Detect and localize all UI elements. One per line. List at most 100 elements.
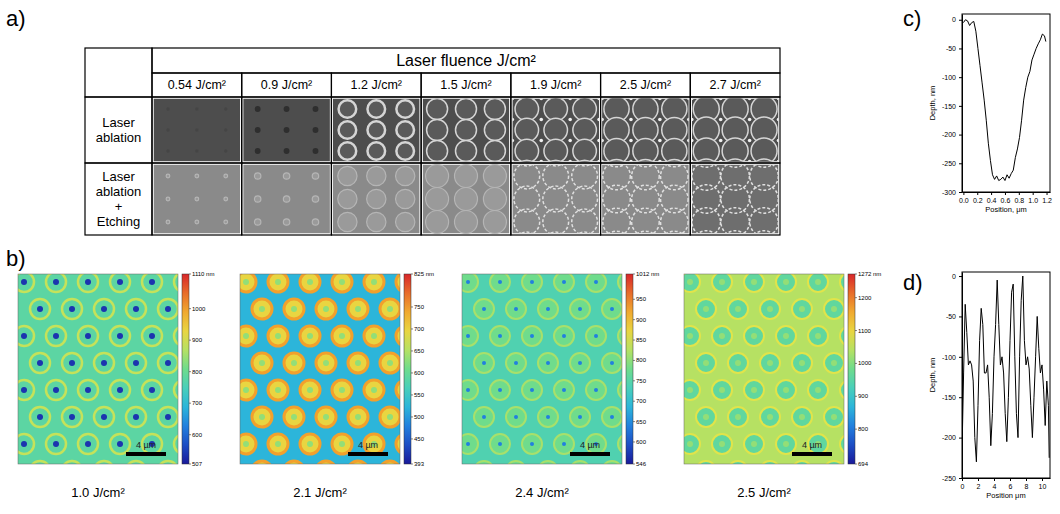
map-crater-center [387,306,393,312]
map-crater-center [85,387,91,393]
bright-spot [629,118,633,122]
y-tick: 0 [952,273,962,280]
map-crater-center [355,360,361,366]
map-crater [30,407,50,427]
crater [313,148,319,154]
crater [255,127,261,133]
map-crater-center [323,360,329,366]
micrograph [243,165,330,234]
crater [338,212,357,231]
crater [396,189,415,208]
colorbar-tick-label: 393 [414,461,425,467]
x-axis-line [963,192,1051,193]
map-crater-center [85,279,91,285]
map-crater [760,353,780,373]
micrograph [154,99,241,162]
bright-spot [687,160,689,162]
row-label-line: + [115,199,123,214]
colorbar-tick [633,401,635,402]
map-border [240,274,400,464]
crater [313,106,319,112]
bright-spot [777,160,779,162]
crater [166,220,170,224]
map-crater-center [498,280,502,284]
plot-area [963,20,1045,181]
map-crater-center [323,414,329,420]
image-cell [152,97,242,163]
map-crater-center [546,307,550,311]
crater [254,196,260,202]
crater [750,185,779,214]
map-crater-center [610,307,614,311]
x-tick: 6 [1009,478,1013,490]
image-cell [331,97,421,163]
bright-spot [719,139,723,143]
map-crater-center [117,333,123,339]
map-crater [490,274,510,292]
crater [224,107,227,110]
y-tick-label: -300 [942,189,956,196]
map-crater-center [831,306,837,312]
map-crater [284,353,304,373]
crater [544,160,568,161]
y-axis-line [962,15,963,193]
colorbar-tick-label: 694 [858,461,869,467]
map-crater-center [133,414,139,420]
crater [166,149,169,152]
map-crater [94,407,114,427]
map-crater [300,326,320,346]
map-image [462,274,622,464]
colorbar-tick [855,464,857,465]
map-crater [474,461,494,464]
y-tick: -150 [942,394,962,401]
map-crater [348,407,368,427]
map-crater-center [687,441,693,447]
map-crater [396,326,400,346]
map-crater-center [466,280,470,284]
crater [367,212,386,231]
crater [515,118,539,142]
map-crater-center [546,361,550,365]
x-tick-mark [963,192,964,195]
map-crater [840,326,844,346]
plot-frame [962,14,1050,192]
x-tick: 2 [977,478,981,490]
map-crater-center [291,360,297,366]
map-crater [142,274,162,292]
map-crater [602,407,622,427]
map-crater [158,353,178,373]
bright-spot [719,160,723,162]
crater [543,209,569,233]
map-crater [712,326,732,346]
crater [195,107,198,110]
image-cell [690,163,780,235]
map-crater [776,434,796,454]
map-crater-center [562,280,566,284]
x-tick: 8 [1025,478,1029,490]
crater [633,138,658,161]
map-crater [522,274,542,292]
map-crater [252,461,272,464]
header-text: Laser fluence J/cm² [396,52,536,69]
map-crater [316,407,336,427]
y-tick: -250 [942,475,962,482]
panel-letter: c) [903,6,921,31]
map-crater-center [783,441,789,447]
map-crater-center [259,360,265,366]
colorbar-tick-label: 900 [636,317,647,323]
crater [632,185,660,213]
map-crater [760,461,780,464]
map-crater-center [783,387,789,393]
y-tick-mark [959,106,962,107]
bright-spot [777,139,779,143]
micrograph-ground [333,99,420,162]
bright-spot [512,118,514,122]
map-crater [174,274,178,292]
bright-spot [597,118,599,122]
map-crater [462,380,478,400]
x-tick-label: 1.0 [1028,197,1038,204]
crater [515,160,539,161]
map-crater [316,353,336,373]
map-crater [824,407,844,427]
map-crater [506,353,526,373]
